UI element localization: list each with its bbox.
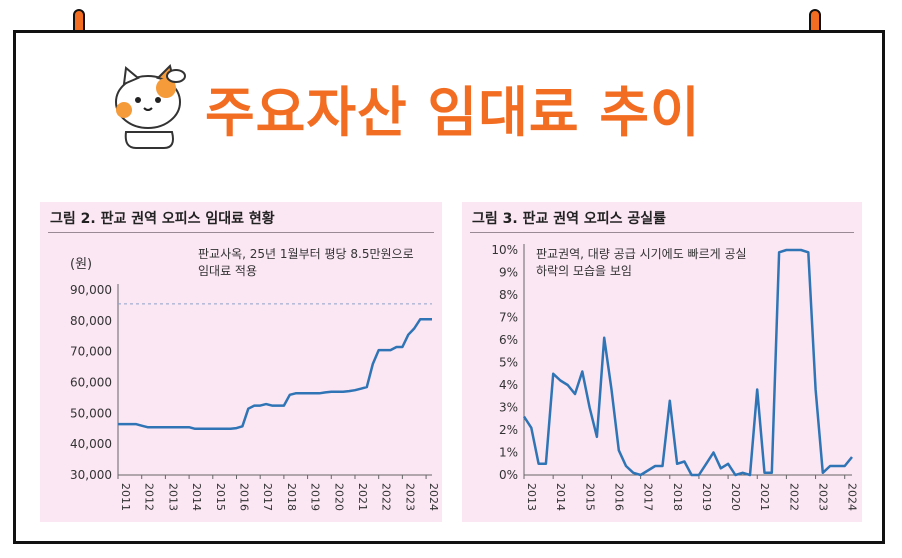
y-tick-label: 4% [499,378,518,392]
y-tick-label: 6% [499,333,518,347]
x-tick-label: 2017 [261,483,274,511]
y-tick-label: 8% [499,288,518,302]
x-tick-label: 2022 [380,483,393,511]
series-line [522,248,853,477]
x-tick-label: 2014 [190,483,203,511]
x-tick-label: 2016 [237,483,250,511]
y-tick-label: 30,000 [70,468,112,482]
x-tick-label: 2019 [700,483,713,511]
y-tick-label: 0% [499,468,518,482]
y-unit-label: (원) [70,257,92,272]
x-tick-label: 2020 [332,483,345,511]
page-title: 주요자산 임대료 추이 [205,81,701,144]
cat-saluting-icon [115,64,186,149]
x-tick-label: 2018 [285,483,298,511]
x-tick-label: 2021 [356,483,369,511]
chart-annotation: 판교사옥, 25년 1월부터 평당 8.5만원으로 임대료 적용 [198,247,414,278]
y-tick-label: 1% [499,446,518,460]
y-tick-label: 50,000 [70,406,112,420]
x-tick-label: 2014 [554,483,567,511]
x-tick-label: 2013 [525,483,538,511]
x-tick-label: 2022 [787,483,800,511]
chart-title: 그림 3. 판교 권역 오피스 공실률 [472,211,666,227]
y-tick-label: 7% [499,311,518,325]
series-line [118,318,432,431]
rent-line-chart: 30,000 40,000 50,000 60,000 70,000 80,000 90,0… [70,257,440,511]
y-tick-label: 70,000 [70,345,112,359]
y-tick-label: 9% [499,266,518,280]
y-tick-label: 2% [499,423,518,437]
x-tick-label: 2023 [817,483,830,511]
x-tick-label: 2015 [214,483,227,511]
x-tick-label: 2019 [309,483,322,511]
chart-annotation: 판교권역, 대량 공급 시기에도 빠르게 공실 하락의 모습을 보임 [536,247,747,278]
x-tick-label: 2011 [119,483,132,511]
vacancy-chart-panel: 그림 3. 판교 권역 오피스 공실률 판교권역, 대량 공급 시기에도 빠르게… [462,202,862,522]
x-tick-label: 2012 [143,483,156,511]
y-tick-label: 10% [491,243,518,257]
chart-title: 그림 2. 판교 권역 오피스 임대료 현황 [50,211,275,227]
x-tick-label: 2017 [642,483,655,511]
vacancy-line-chart: 0% 1% 2% 3% 4% 5% 6% 7% 8% 9% 10% 2013 2014 2015 2016 2… [491,243,859,511]
x-tick-label: 2013 [166,483,179,511]
y-tick-label: 5% [499,356,518,370]
y-tick-label: 80,000 [70,314,112,328]
x-tick-label: 2021 [758,483,771,511]
y-tick-label: 3% [499,401,518,415]
y-tick-label: 60,000 [70,376,112,390]
x-tick-label: 2023 [403,483,416,511]
x-tick-label: 2024 [427,483,440,511]
x-tick-label: 2016 [612,483,625,511]
x-tick-label: 2020 [729,483,742,511]
y-tick-label: 40,000 [70,437,112,451]
rent-chart-panel: 그림 2. 판교 권역 오피스 임대료 현황 판교사옥, 25년 1월부터 평당… [40,202,442,522]
x-tick-label: 2015 [583,483,596,511]
x-tick-label: 2024 [846,483,859,511]
x-tick-label: 2018 [671,483,684,511]
y-tick-label: 90,000 [70,283,112,297]
